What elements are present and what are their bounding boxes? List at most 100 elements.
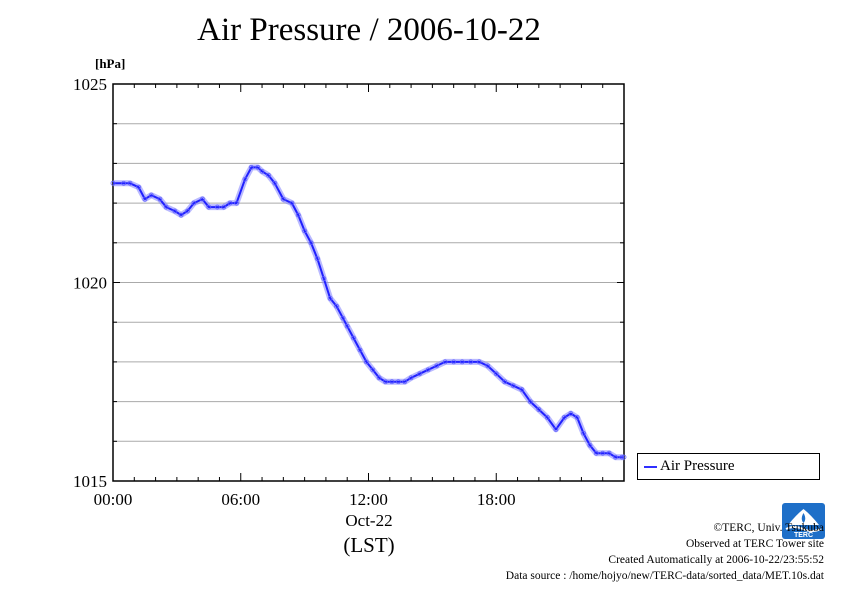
data-point: [280, 196, 286, 202]
data-point: [234, 200, 239, 206]
data-point: [587, 442, 593, 448]
data-point: [370, 367, 376, 373]
data-point: [493, 371, 499, 377]
x-tick-label: 12:00: [349, 490, 388, 509]
y-axis-ticks: 1015 1020 1025: [73, 75, 624, 491]
data-point: [544, 415, 550, 420]
data-point: [468, 359, 474, 365]
data-point: [389, 379, 395, 385]
data-point: [248, 164, 254, 170]
data-point: [351, 335, 356, 341]
data-point: [434, 363, 440, 369]
data-point: [383, 379, 388, 385]
data-point: [425, 367, 431, 373]
data-point: [206, 204, 212, 210]
data-point: [485, 363, 491, 369]
data-point: [510, 383, 516, 389]
data-point: [363, 359, 369, 365]
data-point: [459, 359, 465, 365]
data-point: [136, 184, 141, 190]
data-point: [574, 415, 580, 420]
data-point: [327, 295, 333, 301]
data-point: [227, 200, 233, 206]
x-tick-label: 00:00: [94, 490, 133, 509]
data-point: [619, 454, 625, 460]
legend: Air Pressure: [637, 453, 820, 480]
data-point: [536, 407, 542, 412]
data-point: [344, 323, 350, 329]
credit-created: Created Automatically at 2006-10-22/23:5…: [608, 554, 824, 566]
data-point: [334, 303, 339, 309]
data-point: [272, 180, 278, 186]
data-point: [376, 375, 382, 381]
data-point: [593, 450, 599, 456]
data-point: [553, 426, 559, 432]
credit-source: Data source : /home/hojyo/new/TERC-data/…: [505, 570, 824, 582]
data-point: [255, 164, 261, 170]
data-point: [163, 204, 169, 210]
credit-copyright: ©TERC, Univ. Tsukuba: [713, 522, 824, 534]
credits-block: ©TERC, Univ. Tsukuba Observed at TERC To…: [506, 520, 824, 584]
series-layer: [110, 164, 627, 461]
legend-swatch: [644, 466, 657, 468]
data-point: [568, 411, 574, 416]
data-point: [321, 276, 327, 281]
data-point: [581, 430, 586, 436]
data-point: [259, 168, 265, 174]
x-tick-label: 18:00: [477, 490, 516, 509]
data-point: [314, 256, 320, 262]
data-point: [242, 176, 248, 182]
data-point: [442, 359, 448, 365]
data-point: [519, 387, 525, 393]
data-point: [502, 379, 508, 385]
data-point: [613, 454, 618, 460]
data-point: [308, 240, 314, 246]
data-point: [340, 315, 346, 321]
data-point: [600, 450, 606, 456]
data-point: [172, 208, 178, 214]
data-point: [402, 379, 408, 385]
y-tick-label: 1020: [73, 274, 107, 293]
data-point: [289, 200, 295, 206]
data-point: [221, 204, 227, 210]
data-point: [148, 192, 154, 198]
x-tick-label: 06:00: [221, 490, 260, 509]
data-point: [110, 180, 116, 186]
svg-text:TERC: TERC: [794, 532, 813, 539]
legend-label: Air Pressure: [660, 458, 735, 474]
data-point: [451, 359, 457, 365]
data-point: [266, 172, 271, 178]
x-axis-ticks: 00:00 06:00 12:00 18:00: [94, 84, 625, 509]
data-point: [157, 196, 163, 202]
data-point: [476, 359, 482, 365]
y-tick-label: 1025: [73, 75, 107, 94]
data-point: [527, 399, 533, 405]
x-axis-label-date: Oct-22: [345, 511, 392, 530]
chart-title: Air Pressure / 2006-10-22: [197, 12, 541, 48]
terc-logo-icon: TERC: [782, 503, 825, 539]
data-point: [621, 454, 627, 460]
data-point: [214, 204, 220, 210]
data-point: [561, 415, 567, 420]
data-point: [178, 212, 184, 218]
data-point: [200, 196, 205, 202]
data-point: [302, 228, 308, 234]
credit-observed: Observed at TERC Tower site: [685, 538, 824, 550]
data-point: [606, 450, 612, 456]
data-point: [142, 196, 148, 202]
series-line: [113, 166, 624, 459]
gridlines: [113, 123, 624, 442]
data-point: [295, 212, 301, 218]
data-point: [185, 208, 190, 214]
x-axis-label-zone: (LST): [343, 533, 394, 557]
y-axis-label: [hPa]: [95, 56, 125, 71]
data-point: [127, 180, 133, 186]
data-point: [408, 375, 414, 381]
data-point: [357, 347, 363, 353]
data-point: [121, 180, 127, 186]
y-tick-label: 1015: [73, 472, 107, 491]
data-point: [417, 371, 423, 377]
data-point: [191, 200, 197, 206]
data-point: [395, 379, 401, 385]
